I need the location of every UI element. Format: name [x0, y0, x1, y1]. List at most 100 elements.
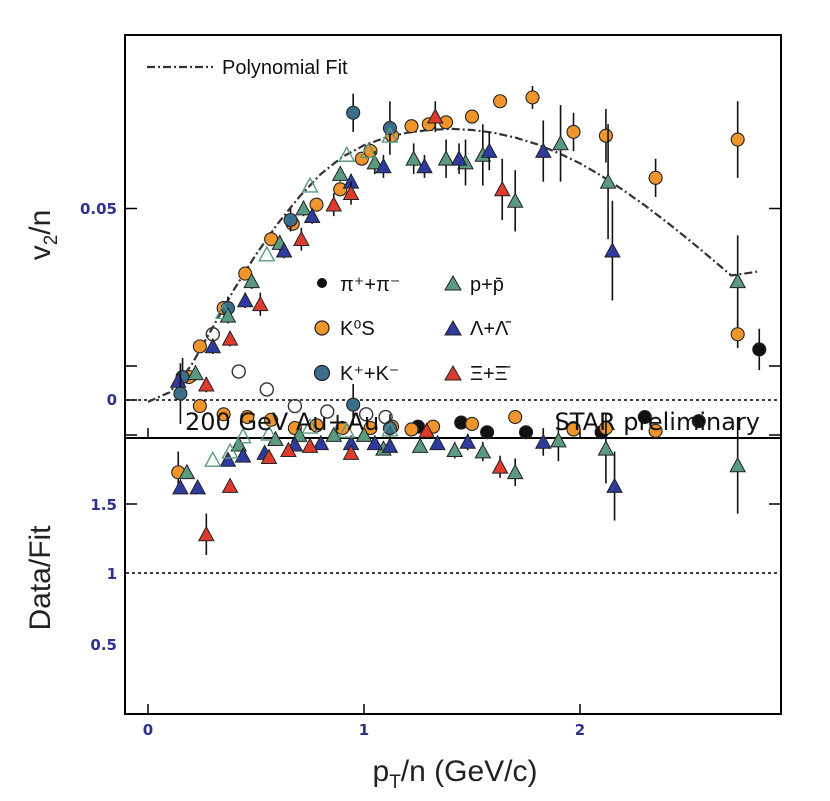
top-y-axis-label: v2/n [24, 210, 62, 261]
top-series1-point [192, 339, 207, 354]
top-series4-point [204, 337, 222, 354]
bottom-series5-point [280, 441, 297, 458]
bottom-y-tick-label-0.5: 0.5 [90, 636, 117, 654]
top-open-triangle-point [214, 302, 233, 319]
top-series1-point [525, 90, 540, 105]
top-series5-point [493, 180, 511, 197]
bottom-series0-point [518, 425, 534, 440]
legend-proton-marker [444, 274, 462, 291]
top-series3-point [187, 364, 204, 381]
top-series1-point [333, 182, 348, 197]
bottom-open-triangle-point [381, 420, 399, 437]
bottom-series3-point [506, 463, 524, 480]
top-series4-point [416, 157, 433, 174]
bottom-open-triangle-point [338, 421, 356, 438]
bottom-series4-point [172, 478, 189, 495]
top-series5-point [221, 330, 239, 346]
bottom-open-circle-point [358, 407, 374, 422]
top-open-triangle-point [301, 176, 319, 193]
legend: Polynomial Fit π⁺+π⁻ K⁰S K⁺+K⁻ p+p̄ Λ+Λ̄… [147, 57, 511, 385]
bottom-series0-point [691, 414, 706, 429]
bottom-series3-point [474, 443, 492, 459]
bottom-series4-point [534, 433, 552, 449]
bottom-series0-point [752, 342, 767, 357]
top-series4-point [480, 142, 498, 158]
top-series4-point [534, 142, 552, 158]
legend-kaon-marker [313, 364, 331, 382]
bottom-series4-point [606, 477, 623, 493]
top-series1-point [648, 170, 663, 185]
top-series4-point [450, 150, 468, 166]
top-series3-point [366, 153, 384, 170]
bottom-series1-point [240, 410, 255, 425]
top-series5-point [251, 295, 269, 312]
bottom-y-tick-label-1: 1 [107, 565, 117, 583]
top-series1-point [730, 132, 745, 147]
bottom-series0-point [480, 425, 495, 440]
top-series5-point [197, 376, 215, 392]
bottom-series3-point [411, 437, 429, 453]
bottom-open-triangle-point [234, 427, 252, 444]
legend-pion-label: π⁺+π⁻ [340, 274, 400, 296]
top-open-triangle-point [258, 245, 276, 262]
bottom-open-circle-point [378, 409, 393, 425]
top-series1-point [493, 94, 508, 109]
bottom-series1-point [216, 407, 231, 422]
legend-proton-label: p+p̄ [470, 274, 504, 296]
legend-lambda-marker [444, 319, 462, 336]
bottom-series4-point [366, 434, 384, 451]
x-axis-label: pT/n (GeV/c) [373, 755, 538, 793]
top-series5-point [293, 230, 310, 247]
top-series5-point [325, 196, 343, 212]
top-series3-point [729, 272, 747, 289]
bottom-panel-frame [124, 437, 782, 715]
top-series2-point [346, 105, 361, 120]
legend-xi-label: Ξ+Ξ̄ [470, 363, 511, 385]
bottom-series3-point [178, 463, 196, 480]
legend-k0s-label: K⁰S [340, 318, 375, 340]
x-tick-label-2: 2 [575, 721, 585, 739]
collision-system-label: 200 GeV Au+Au [185, 408, 379, 436]
bottom-series1-point [648, 423, 663, 438]
top-series3-point [437, 150, 455, 166]
top-series2-point [283, 212, 298, 228]
bottom-open-circle-point [259, 382, 274, 397]
bottom-series2-point [346, 397, 361, 412]
bottom-open-circle-point [320, 404, 335, 419]
bottom-open-triangle-point [204, 450, 222, 467]
bottom-series5-point [301, 437, 319, 453]
top-series5-point [342, 184, 360, 201]
bottom-series5-point [342, 444, 360, 460]
bottom-series5-point [260, 448, 278, 464]
top-series3-point [599, 173, 617, 189]
bottom-series4-point [429, 434, 446, 451]
top-series4-point [275, 242, 293, 258]
bottom-series3-point [729, 456, 747, 473]
legend-xi-marker [444, 364, 462, 381]
bottom-series3-point [446, 441, 464, 458]
bottom-series5-point [491, 458, 509, 474]
top-series5-point [426, 108, 444, 124]
bottom-series4-point [234, 447, 252, 463]
bottom-series4-point [312, 434, 330, 451]
top-series1-point [404, 119, 419, 134]
bottom-open-triangle-point [221, 442, 239, 459]
bottom-series5-point [221, 477, 239, 493]
top-series4-point [236, 291, 254, 308]
bottom-series1-point [508, 410, 523, 425]
bottom-series3-point [597, 440, 615, 456]
top-series1-point [464, 109, 480, 124]
top-series1-point [566, 124, 581, 139]
legend-k0s-marker [314, 320, 330, 336]
legend-kaon-label: K⁺+K⁻ [340, 363, 399, 385]
bottom-series4-point [381, 437, 399, 453]
bottom-series0-point [637, 410, 652, 425]
legend-fit-label: Polynomial Fit [222, 57, 348, 79]
bottom-open-triangle-point [301, 417, 319, 434]
bottom-series3-point [550, 431, 567, 448]
top-series1-point [598, 128, 613, 143]
top-series3-point [295, 199, 312, 216]
bottom-series4-point [459, 433, 477, 449]
top-y-tick-label-0.05: 0.05 [80, 200, 117, 218]
